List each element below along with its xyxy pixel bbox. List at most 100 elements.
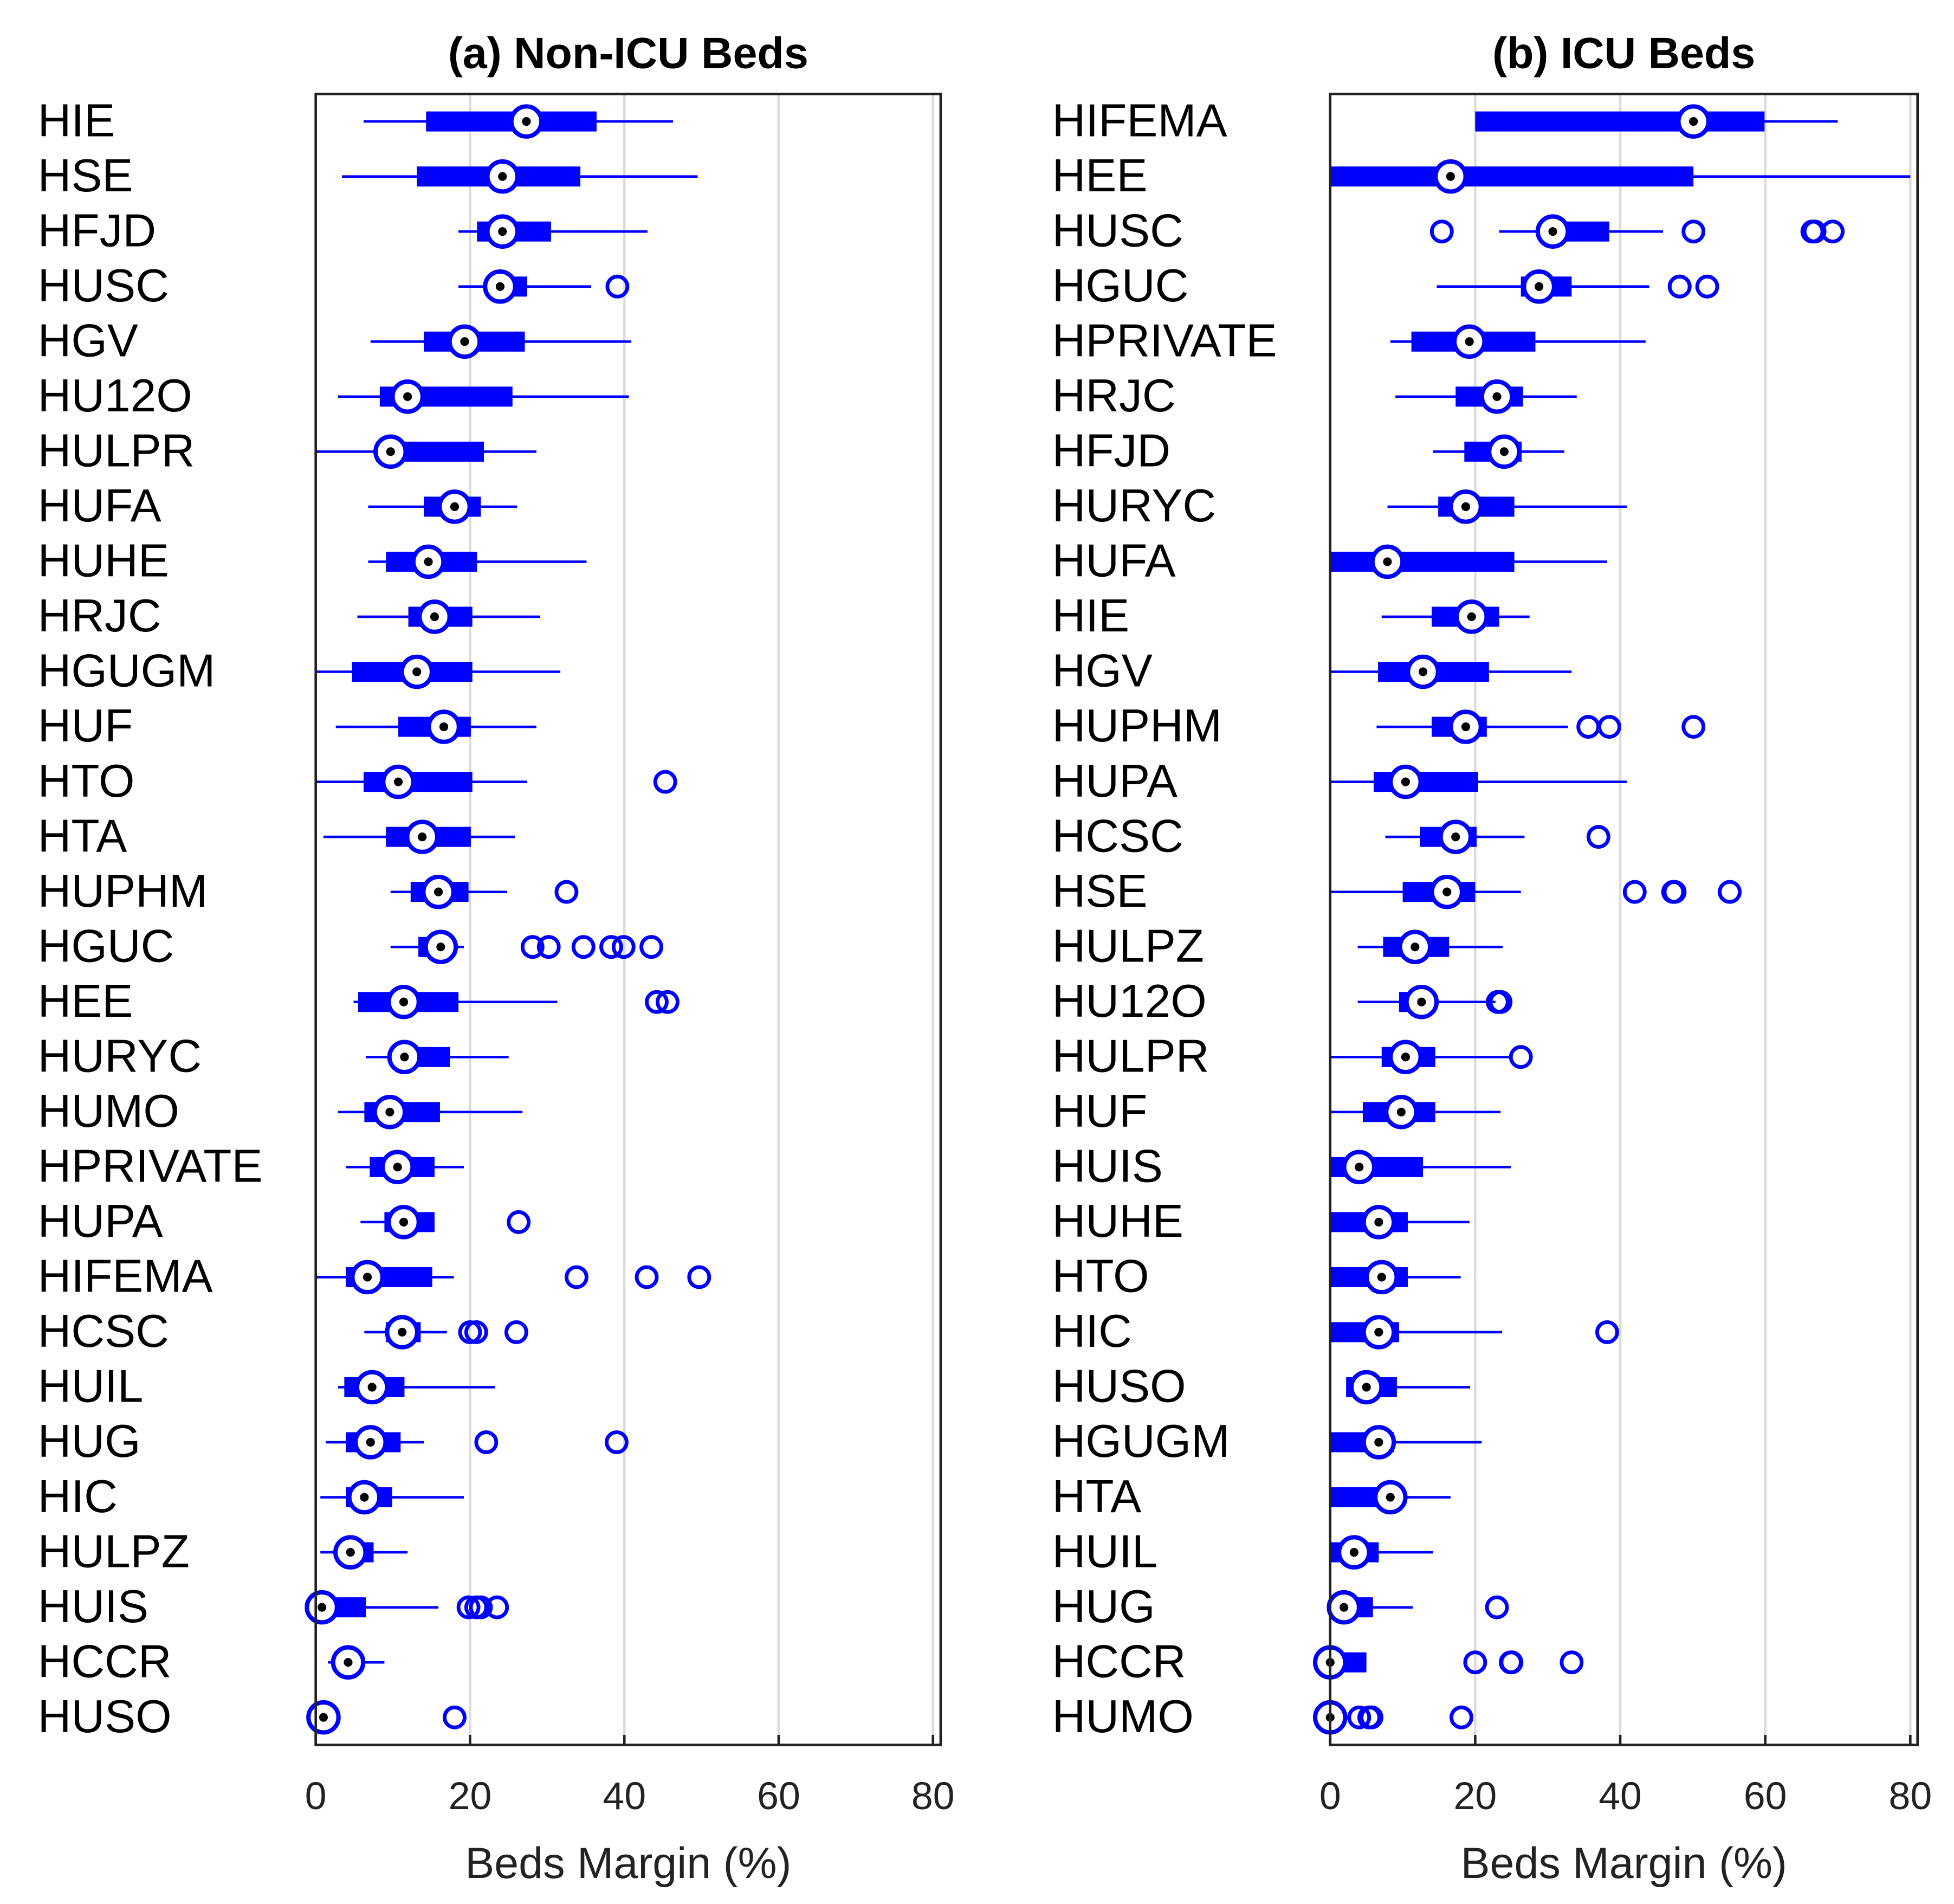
outlier [653,770,677,794]
category-label: HSE [38,150,133,202]
x-tick-label: 40 [603,1774,646,1818]
outlier [1347,1705,1371,1729]
median-dot [363,1273,372,1282]
median-dot [399,1217,409,1227]
category-label: HUPA [38,1196,163,1247]
category-label: HPRIVATE [38,1141,263,1192]
category-label: HUG [1052,1581,1155,1632]
outlier [687,1265,711,1289]
outlier [605,1430,629,1454]
outlier [1576,715,1601,739]
category-label: HIFEMA [1052,95,1227,146]
median-dot [495,282,505,291]
median-dot [360,1493,369,1502]
category-label: HUIL [38,1361,144,1412]
median-dot [1355,1163,1364,1172]
median-dot [1383,557,1392,566]
outlier [1450,1705,1473,1729]
category-label: HURYC [38,1030,202,1082]
median-dot [1374,1327,1383,1337]
category-label: HUFA [1052,535,1176,587]
outlier [485,1595,509,1619]
median-dot [1548,227,1557,236]
outlier [1681,220,1706,244]
median-dot [1401,777,1410,786]
x-tick-label: 60 [757,1774,800,1818]
median-dot [1386,1493,1395,1502]
plot-frame [1329,93,1919,1746]
outlier [1595,1320,1619,1344]
category-label: HGUGM [1052,1416,1230,1467]
median-dot [412,667,422,676]
category-label: HTA [38,810,127,862]
median-dot [398,1327,407,1337]
median-dot [1401,1053,1410,1062]
outlier [554,880,579,904]
outlier [1681,715,1706,739]
category-label: HIFEMA [38,1251,213,1302]
category-label: HRJC [1052,370,1176,422]
median-dot [386,447,395,456]
outlier [520,935,545,959]
median-dot [424,557,433,566]
median-dot [344,1658,353,1667]
category-label: HULPR [1052,1030,1209,1082]
x-tick-label: 20 [449,1774,492,1818]
category-label: HEE [38,976,133,1027]
box [363,772,473,792]
category-label: HTO [1052,1251,1149,1302]
median-dot [1410,943,1420,952]
median-dot [393,777,403,786]
median-dot [367,1383,377,1392]
median-dot [450,502,460,511]
category-label: HCSC [38,1306,169,1357]
outlier [1662,880,1687,904]
outlier [1821,220,1845,244]
median-dot [1689,117,1698,126]
outlier [655,990,680,1014]
category-label: HUIL [1052,1526,1158,1577]
median-dot [319,1713,328,1722]
median-dot [418,832,427,842]
outlier [1802,220,1827,244]
category-label: HUHE [1052,1196,1183,1247]
median-dot [522,117,531,126]
category-label: HUPHM [38,866,208,917]
median-dot [1467,612,1476,622]
box [1330,166,1694,187]
category-label: HFJD [1052,425,1170,477]
x-axis-label: Beds Margin (%) [465,1839,791,1888]
outlier [474,1430,499,1454]
category-label: HUPHM [1052,700,1222,752]
median-dot [1461,722,1471,732]
median-dot [393,1163,402,1172]
outlier [456,1595,481,1619]
median-dot [436,943,445,952]
x-axis-label: Beds Margin (%) [1461,1839,1787,1888]
category-label: HCCR [1052,1636,1186,1687]
category-label: HUF [1052,1086,1148,1137]
outlier [1429,220,1454,244]
median-dot [1442,887,1452,896]
category-label: HULPZ [38,1526,190,1577]
outlier [469,1595,493,1619]
category-label: HGUGM [38,646,216,697]
median-dot [399,997,409,1006]
median-dot [1418,667,1428,676]
category-label: HUSO [1052,1361,1186,1412]
panel-title: (b) ICU Beds [1492,29,1755,78]
category-label: HULPR [38,425,195,477]
category-label: HGV [38,315,138,366]
outlier [1509,1045,1533,1069]
median-dot [366,1437,375,1447]
x-tick-label: 20 [1454,1774,1497,1818]
category-label: HTO [38,756,135,807]
category-label: HUIS [38,1581,148,1632]
outlier [443,1705,467,1729]
category-label: HTA [1052,1471,1142,1522]
median-dot [400,1053,409,1062]
box [1330,551,1515,572]
category-label: HUFA [38,480,161,532]
